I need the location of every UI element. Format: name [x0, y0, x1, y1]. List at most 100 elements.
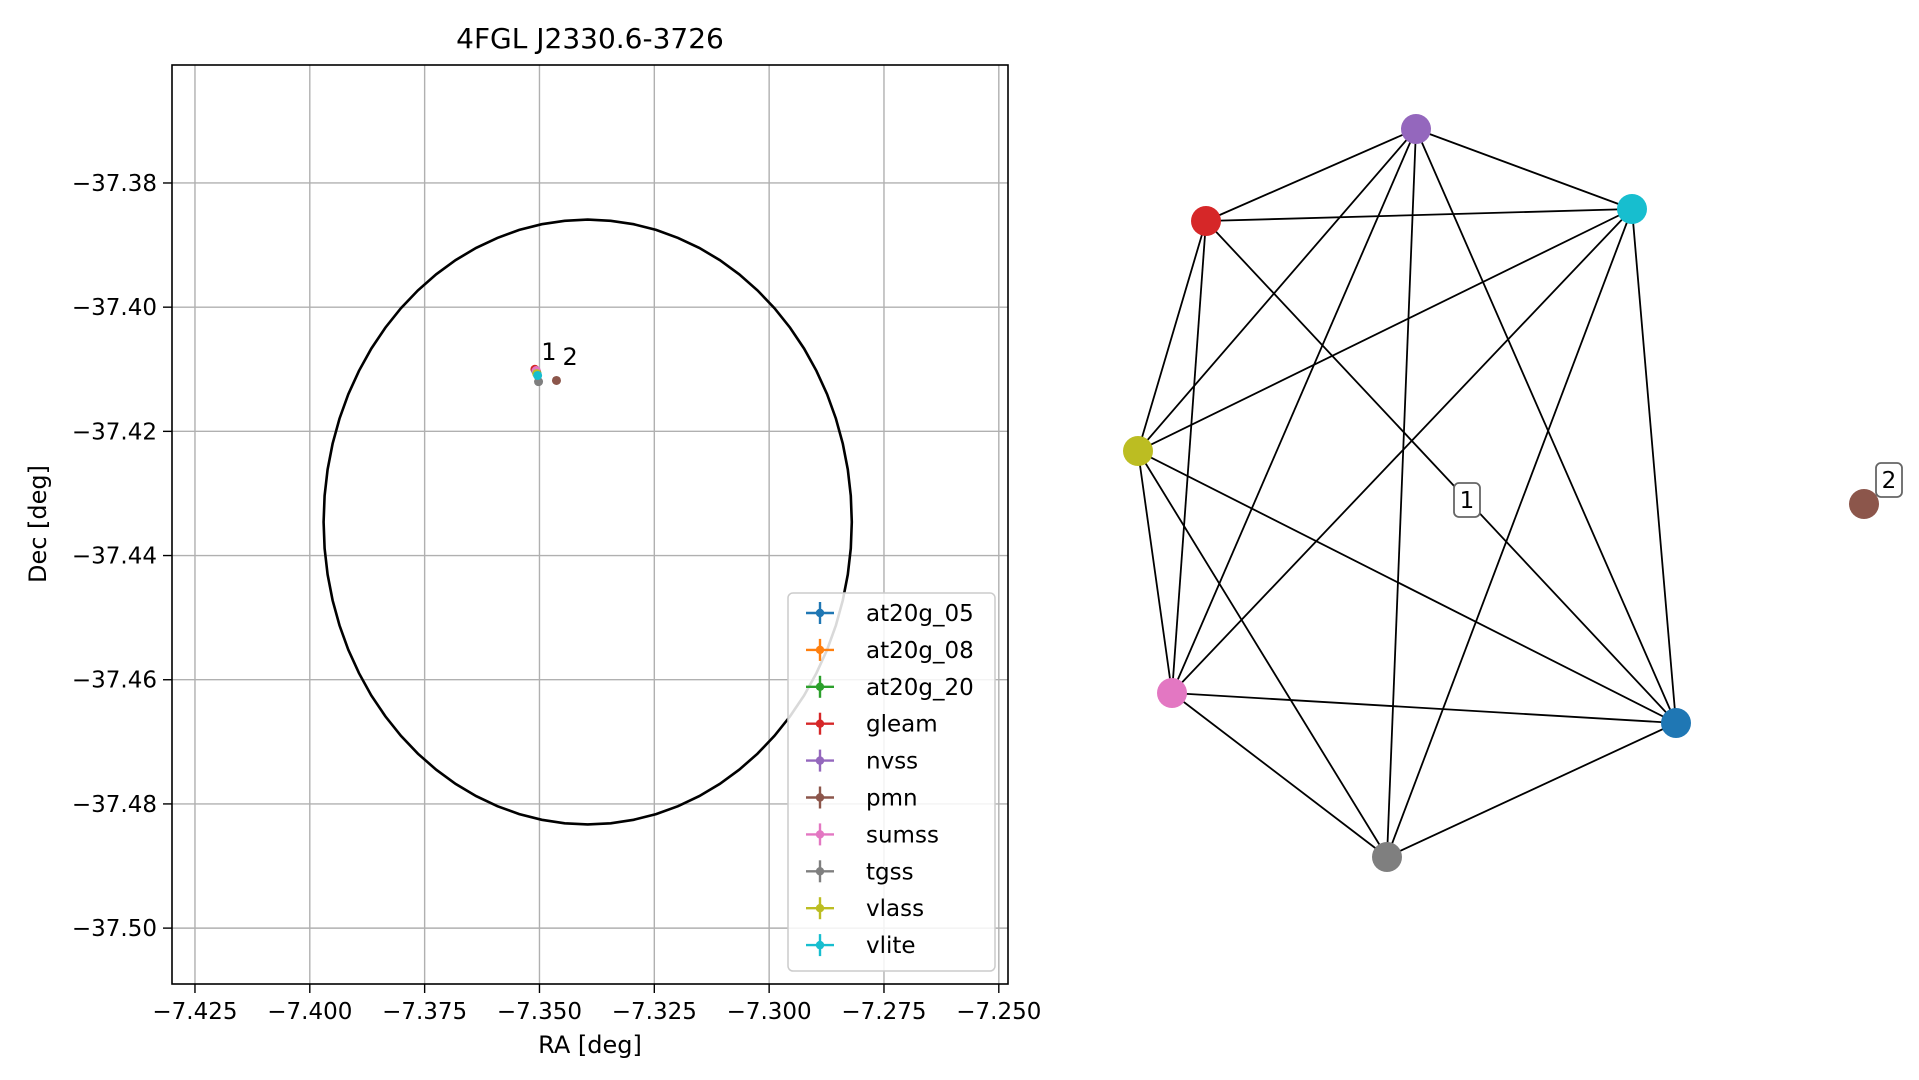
legend-marker-dot — [815, 719, 825, 728]
network-panel: 12 — [1123, 114, 1903, 872]
legend-marker-dot — [815, 608, 825, 618]
legend-marker-dot — [815, 645, 825, 655]
node-gleam — [1191, 206, 1221, 236]
graph-nodes-layer — [1123, 114, 1879, 872]
y-tick-label: −37.46 — [72, 668, 157, 694]
plot-frame — [171, 64, 1009, 985]
y-tick-label: −37.50 — [72, 916, 157, 942]
point-pmn — [551, 375, 561, 385]
node-tgss — [1372, 842, 1402, 872]
legend-entry-sumss: sumss — [806, 822, 939, 848]
node-at20g_05 — [1661, 708, 1691, 738]
legend-label: at20g_20 — [866, 675, 974, 701]
legend-entry-at20g_05: at20g_05 — [806, 601, 974, 627]
group-label-1: 1 — [1453, 482, 1481, 518]
node-nvss — [1401, 114, 1431, 144]
edge-nvss-vlass — [1137, 128, 1417, 452]
y-tick-label: −37.48 — [72, 792, 157, 818]
graph-edges-layer — [1137, 128, 1677, 858]
legend-marker-dot — [815, 756, 825, 765]
edge-vlass-at20g_05 — [1137, 450, 1677, 724]
x-tick-label: −7.400 — [267, 999, 352, 1025]
edge-vlass-sumss — [1137, 450, 1173, 694]
error-ellipse — [322, 218, 854, 826]
x-tick-label: −7.425 — [152, 999, 237, 1025]
node-sumss — [1157, 678, 1187, 708]
x-axis-label: RA [deg] — [538, 1031, 642, 1059]
edge-nvss-at20g_05 — [1415, 128, 1677, 724]
y-tick-label: −37.40 — [72, 295, 157, 321]
annotation-label: 2 — [562, 343, 577, 371]
annotation-label: 1 — [541, 338, 556, 366]
group-label-box — [1875, 462, 1903, 498]
edge-vlite-sumss — [1171, 208, 1633, 694]
legend-entry-nvss: nvss — [806, 749, 918, 775]
group-label-box — [1453, 482, 1481, 518]
legend-label: tgss — [866, 859, 914, 885]
group-labels-layer: 12 — [1453, 462, 1903, 518]
node-pmn — [1849, 489, 1879, 519]
node-vlass — [1123, 436, 1153, 466]
y-tick-label: −37.42 — [72, 419, 157, 445]
legend-marker-dot — [815, 867, 825, 876]
legend-box — [787, 592, 996, 972]
legend-entry-at20g_20: at20g_20 — [806, 675, 974, 701]
edge-vlite-tgss — [1386, 208, 1633, 858]
legend-marker-dot — [815, 940, 825, 950]
group-label-text: 2 — [1882, 468, 1897, 494]
edge-gleam-vlite — [1205, 208, 1633, 222]
edge-vlass-tgss — [1137, 450, 1388, 858]
edge-vlite-vlass — [1137, 208, 1633, 452]
legend-label: sumss — [866, 822, 939, 848]
edge-gleam-at20g_05 — [1205, 220, 1677, 724]
edge-gleam-vlass — [1137, 220, 1207, 452]
x-tick-label: −7.300 — [727, 999, 812, 1025]
legend-marker-dot — [815, 682, 825, 691]
legend-marker-dot — [815, 830, 825, 839]
edge-sumss-tgss — [1171, 692, 1388, 858]
y-tick-label: −37.38 — [72, 171, 157, 197]
x-ticks: −7.425 −7.400 −7.375 −7.350 −7.325 −7.300 −7.2… — [152, 984, 1041, 1025]
group-label-2: 2 — [1875, 462, 1903, 498]
y-axis-label: Dec [deg] — [24, 465, 52, 583]
x-tick-label: −7.350 — [497, 999, 582, 1025]
x-tick-label: −7.325 — [612, 999, 697, 1025]
edge-nvss-gleam — [1205, 128, 1417, 222]
y-tick-label: −37.44 — [72, 544, 157, 570]
point-vlite — [533, 370, 543, 380]
y-ticks: −37.38 −37.40 −37.42 −37.44 −37.46 −37.48 −37.… — [72, 171, 172, 942]
source-points-layer — [530, 364, 561, 387]
chart-title: 4FGL J2330.6-3726 — [456, 22, 724, 55]
edge-nvss-sumss — [1171, 128, 1417, 694]
edge-sumss-at20g_05 — [1171, 692, 1677, 724]
group-label-text: 1 — [1460, 488, 1475, 514]
legend-label: vlass — [866, 896, 924, 922]
legend-label: gleam — [866, 712, 938, 738]
x-tick-label: −7.375 — [382, 999, 467, 1025]
x-tick-label: −7.275 — [841, 999, 926, 1025]
localization-ellipse-layer — [322, 218, 854, 826]
legend-entry-vlite: vlite — [806, 933, 916, 959]
edge-gleam-sumss — [1171, 220, 1207, 694]
legend-entry-at20g_08: at20g_08 — [806, 638, 974, 664]
node-vlite — [1617, 194, 1647, 224]
legend-entry-pmn: pmn — [806, 786, 918, 812]
legend-label: nvss — [866, 749, 918, 775]
legend-label: at20g_08 — [866, 638, 974, 664]
edge-nvss-tgss — [1386, 128, 1417, 858]
legend-marker-dot — [815, 904, 825, 913]
edge-vlite-at20g_05 — [1631, 208, 1677, 724]
legend-entry-gleam: gleam — [806, 712, 938, 738]
legend-entry-tgss: tgss — [806, 859, 914, 885]
legend-marker-dot — [815, 793, 825, 802]
x-tick-label: −7.250 — [956, 999, 1041, 1025]
edge-nvss-vlite — [1415, 128, 1633, 210]
legend-label: pmn — [866, 786, 918, 812]
edge-at20g_05-tgss — [1386, 722, 1677, 858]
legend-entry-vlass: vlass — [806, 896, 924, 922]
legend-label: at20g_05 — [866, 601, 974, 627]
